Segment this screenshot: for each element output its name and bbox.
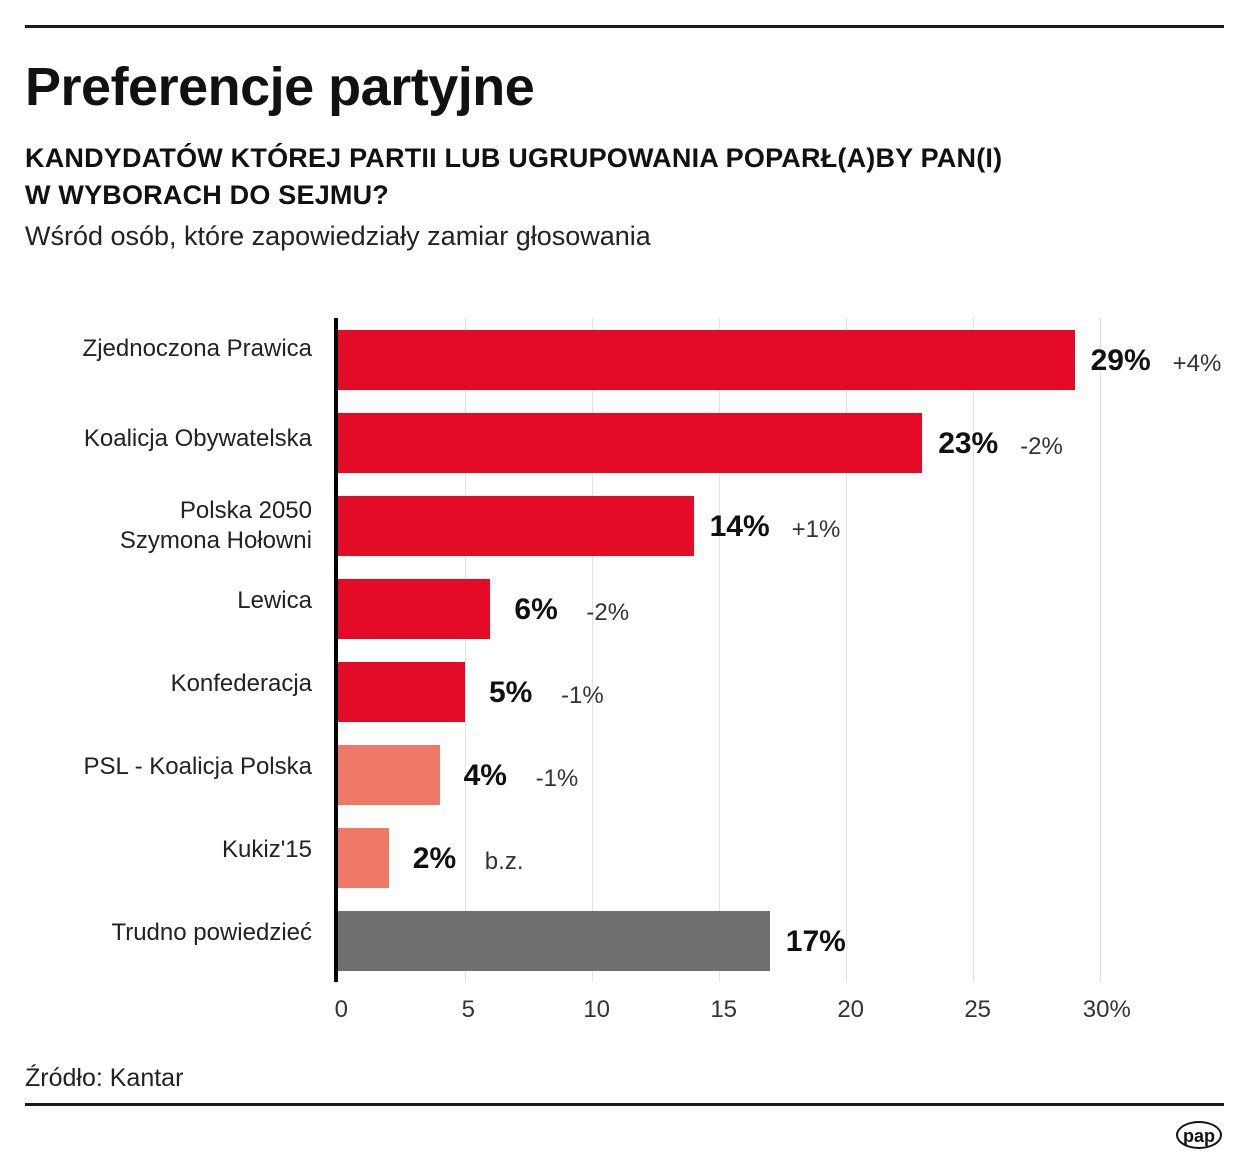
category-label-line: Polska 2050	[179, 497, 312, 524]
category-label-line: Konfederacja	[170, 670, 312, 697]
x-tick-label: 30%	[1082, 996, 1131, 1023]
bar-3	[338, 579, 491, 639]
gridline	[846, 318, 847, 982]
category-label: Konfederacja	[171, 669, 312, 699]
bar-2	[338, 496, 694, 556]
category-label: Kukiz'15	[222, 835, 312, 865]
bottom-rule	[25, 1103, 1224, 1106]
chart-title: Preferencje partyjne	[25, 57, 535, 117]
y-axis-line	[334, 318, 338, 982]
chart-description: Wśród osób, które zapowiedziały zamiar g…	[25, 221, 651, 251]
category-label-line: Trudno powiedzieć	[111, 919, 312, 946]
x-tick-label: 25	[964, 996, 992, 1023]
source-note: Źródło: Kantar	[25, 1064, 184, 1092]
x-tick-label: 15	[710, 996, 738, 1023]
category-label: Lewica	[237, 586, 312, 616]
category-label: Koalicja Obywatelska	[84, 424, 312, 454]
category-label-line: Szymona Hołowni	[119, 527, 312, 554]
x-tick-label: 5	[461, 996, 476, 1023]
bar-6	[338, 828, 389, 888]
category-label: Trudno powiedzieć	[111, 918, 312, 948]
change-label: +4%	[1172, 350, 1222, 377]
gridline	[592, 318, 593, 982]
bar-4	[338, 662, 465, 722]
x-tick-label: 20	[837, 996, 865, 1023]
category-label: Polska 2050 Szymona Hołowni	[120, 496, 312, 556]
category-label-line: Koalicja Obywatelska	[83, 425, 312, 452]
value-label: 2%	[412, 842, 457, 875]
value-label: 23%	[938, 427, 999, 460]
change-label: -1%	[535, 765, 579, 792]
value-label: 17%	[785, 925, 846, 958]
category-label-line: Kukiz'15	[222, 836, 312, 863]
category-label: Zjednoczona Prawica	[83, 334, 312, 364]
category-label-line: Lewica	[237, 587, 312, 614]
change-label: b.z.	[484, 848, 524, 875]
change-label: -2%	[586, 599, 630, 626]
subtitle-line-1: KANDYDATÓW KTÓREJ PARTII LUB UGRUPOWANIA…	[25, 143, 1003, 173]
bar-7	[338, 911, 770, 971]
value-label: 5%	[489, 676, 533, 709]
gridline	[1100, 318, 1101, 982]
category-label-line: Zjednoczona Prawica	[82, 335, 312, 362]
top-rule	[25, 25, 1224, 28]
x-tick-label: 0	[334, 996, 349, 1023]
x-tick-label: 10	[583, 996, 611, 1023]
gridline	[465, 318, 466, 982]
bar-chart: 0 5 10 15 20 25 30% Zjednoczona Prawica 29% +4% Ko…	[0, 318, 1250, 1038]
gridline	[973, 318, 974, 982]
bar-5	[338, 745, 440, 805]
value-label: 14%	[709, 510, 770, 543]
gridline	[719, 318, 720, 982]
change-label: -2%	[1020, 433, 1063, 460]
change-label: +1%	[791, 516, 841, 543]
bar-0	[338, 330, 1075, 390]
value-label: 6%	[514, 593, 558, 626]
chart-subtitle: KANDYDATÓW KTÓREJ PARTII LUB UGRUPOWANIA…	[25, 140, 1002, 214]
pap-logo-icon: pap	[1176, 1121, 1222, 1149]
change-label: -1%	[561, 682, 604, 709]
value-label: 29%	[1090, 344, 1151, 377]
category-label-line: PSL - Koalicja Polska	[83, 753, 312, 780]
subtitle-line-2: W WYBORACH DO SEJMU?	[25, 180, 389, 210]
bar-1	[338, 413, 923, 473]
category-label: PSL - Koalicja Polska	[83, 752, 312, 782]
value-label: 4%	[463, 759, 507, 792]
